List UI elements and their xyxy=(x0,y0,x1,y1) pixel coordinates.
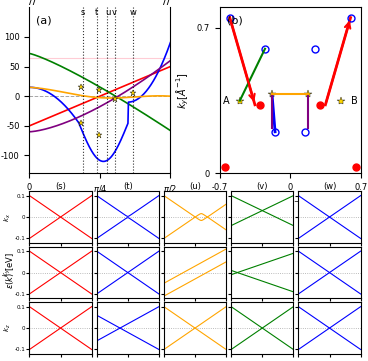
Y-axis label: $k_y$: $k_y$ xyxy=(1,268,13,277)
Title: (u): (u) xyxy=(189,182,201,191)
Y-axis label: $k_z$: $k_z$ xyxy=(3,324,13,332)
Text: s: s xyxy=(81,8,85,17)
Text: //: // xyxy=(29,0,37,5)
Text: $\varepsilon(k)$ [eV]: $\varepsilon(k)$ [eV] xyxy=(4,252,16,290)
Text: (a): (a) xyxy=(36,16,52,26)
Text: w: w xyxy=(129,8,136,17)
Y-axis label: $k_y[\AA^{-1}]$: $k_y[\AA^{-1}]$ xyxy=(175,72,191,109)
X-axis label: $\theta$: $\theta$ xyxy=(96,200,104,212)
Title: (t): (t) xyxy=(123,182,133,191)
Title: (v): (v) xyxy=(256,182,268,191)
Text: B: B xyxy=(351,96,358,105)
Text: t: t xyxy=(95,8,98,17)
Title: (w): (w) xyxy=(323,182,336,191)
Text: (b): (b) xyxy=(227,16,243,26)
Text: //: // xyxy=(163,0,170,5)
Text: A: A xyxy=(223,96,229,105)
Title: (s): (s) xyxy=(55,182,66,191)
X-axis label: $k_x[\AA^{-1}]$: $k_x[\AA^{-1}]$ xyxy=(272,197,309,213)
Y-axis label: $k_x$: $k_x$ xyxy=(3,213,13,222)
Text: u: u xyxy=(105,8,110,17)
Text: v: v xyxy=(112,8,117,17)
